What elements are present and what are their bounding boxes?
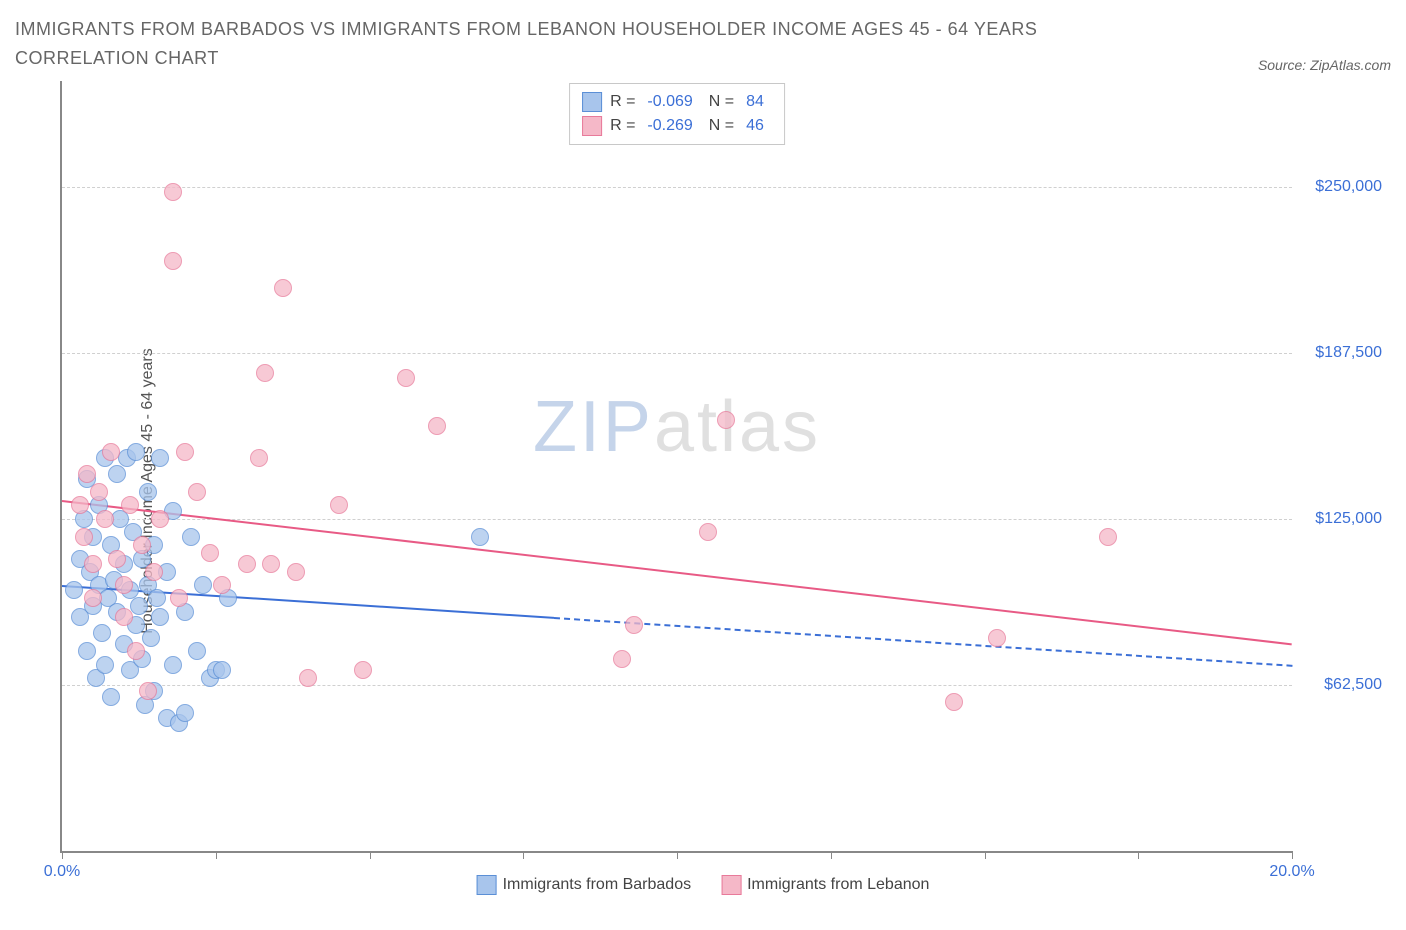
data-point [151, 449, 169, 467]
x-tick [831, 851, 832, 859]
data-point [1099, 528, 1117, 546]
gridline [62, 187, 1292, 188]
data-point [354, 661, 372, 679]
legend-stats: R =-0.069 N =84 R =-0.269 N =46 [569, 83, 785, 145]
data-point [96, 510, 114, 528]
regression-line [554, 617, 1292, 667]
x-tick [62, 851, 63, 859]
data-point [71, 496, 89, 514]
data-point [115, 576, 133, 594]
data-point [287, 563, 305, 581]
data-point [471, 528, 489, 546]
data-point [397, 369, 415, 387]
x-tick-label: 20.0% [1269, 863, 1314, 881]
chart-container: Householder Income Ages 45 - 64 years ZI… [15, 81, 1391, 901]
y-tick-label: $125,000 [1315, 510, 1382, 528]
data-point [115, 608, 133, 626]
gridline [62, 519, 1292, 520]
x-tick-label: 0.0% [44, 863, 80, 881]
x-tick [523, 851, 524, 859]
data-point [164, 252, 182, 270]
data-point [139, 483, 157, 501]
data-point [75, 528, 93, 546]
data-point [164, 656, 182, 674]
swatch-icon [721, 875, 741, 895]
y-tick-label: $62,500 [1324, 676, 1382, 694]
data-point [90, 483, 108, 501]
data-point [238, 555, 256, 573]
data-point [96, 656, 114, 674]
legend-series: Immigrants from Barbados Immigrants from… [477, 875, 930, 895]
data-point [988, 629, 1006, 647]
chart-title: IMMIGRANTS FROM BARBADOS VS IMMIGRANTS F… [15, 15, 1165, 73]
data-point [428, 417, 446, 435]
data-point [262, 555, 280, 573]
y-tick-label: $187,500 [1315, 344, 1382, 362]
data-point [127, 642, 145, 660]
data-point [127, 443, 145, 461]
data-point [78, 465, 96, 483]
legend-item: Immigrants from Lebanon [721, 875, 929, 895]
data-point [108, 550, 126, 568]
data-point [78, 642, 96, 660]
data-point [274, 279, 292, 297]
swatch-icon [582, 116, 602, 136]
plot-area: ZIPatlas R =-0.069 N =84 R =-0.269 N =46… [60, 81, 1292, 853]
legend-stats-row: R =-0.269 N =46 [582, 114, 772, 138]
data-point [145, 563, 163, 581]
swatch-icon [582, 92, 602, 112]
data-point [613, 650, 631, 668]
gridline [62, 685, 1292, 686]
data-point [133, 536, 151, 554]
data-point [108, 465, 126, 483]
data-point [142, 629, 160, 647]
data-point [213, 576, 231, 594]
x-tick [216, 851, 217, 859]
data-point [139, 682, 157, 700]
x-tick [677, 851, 678, 859]
legend-item: Immigrants from Barbados [477, 875, 692, 895]
x-tick [370, 851, 371, 859]
data-point [176, 704, 194, 722]
data-point [330, 496, 348, 514]
data-point [130, 597, 148, 615]
legend-stats-row: R =-0.069 N =84 [582, 90, 772, 114]
x-tick [985, 851, 986, 859]
data-point [945, 693, 963, 711]
data-point [194, 576, 212, 594]
data-point [182, 528, 200, 546]
data-point [625, 616, 643, 634]
data-point [102, 443, 120, 461]
data-point [250, 449, 268, 467]
data-point [151, 608, 169, 626]
data-point [213, 661, 231, 679]
watermark: ZIPatlas [533, 386, 821, 468]
x-tick [1292, 851, 1293, 859]
data-point [717, 411, 735, 429]
data-point [84, 555, 102, 573]
data-point [176, 443, 194, 461]
data-point [84, 589, 102, 607]
data-point [151, 510, 169, 528]
data-point [201, 544, 219, 562]
swatch-icon [477, 875, 497, 895]
data-point [699, 523, 717, 541]
data-point [188, 483, 206, 501]
data-point [256, 364, 274, 382]
data-point [148, 589, 166, 607]
data-point [102, 688, 120, 706]
y-tick-label: $250,000 [1315, 178, 1382, 196]
data-point [93, 624, 111, 642]
data-point [188, 642, 206, 660]
data-point [299, 669, 317, 687]
gridline [62, 353, 1292, 354]
x-tick [1138, 851, 1139, 859]
chart-source: Source: ZipAtlas.com [1258, 57, 1391, 73]
data-point [170, 589, 188, 607]
data-point [65, 581, 83, 599]
data-point [121, 496, 139, 514]
data-point [164, 183, 182, 201]
